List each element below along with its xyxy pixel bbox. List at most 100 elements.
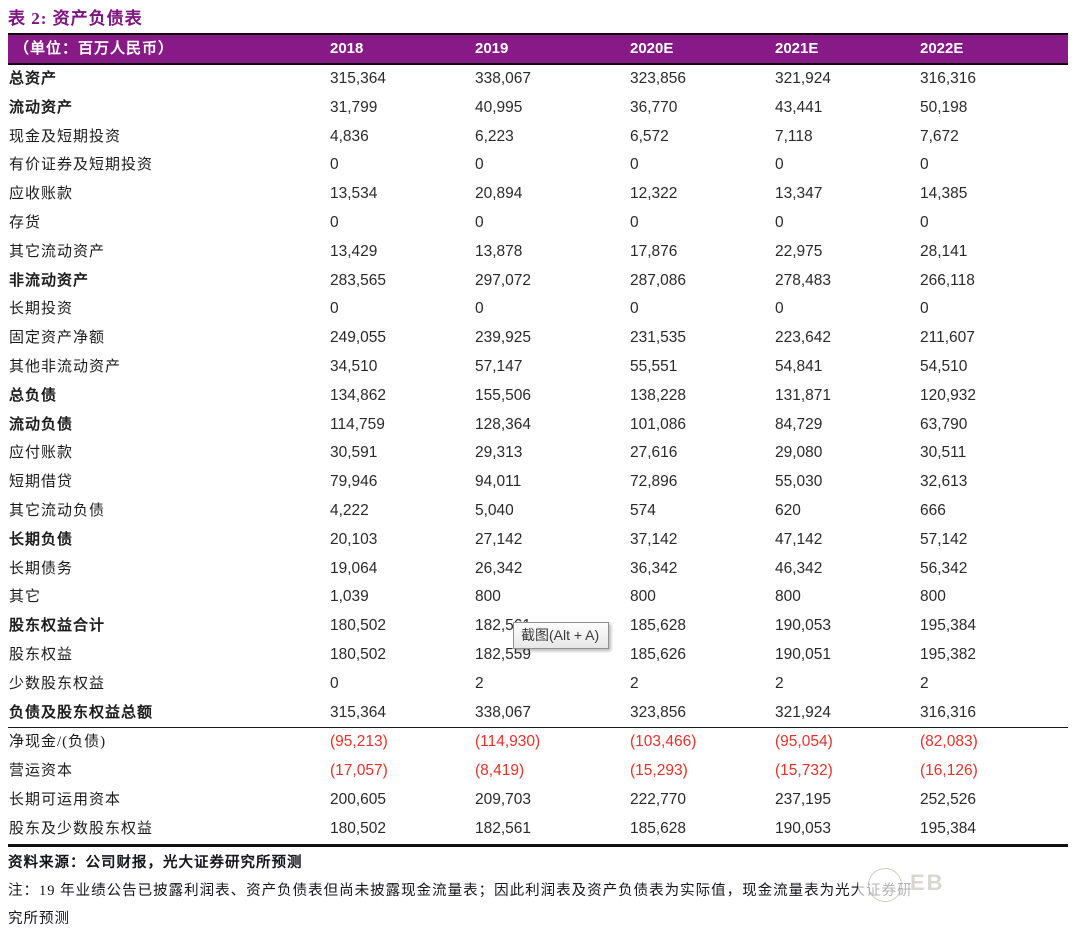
row-label: 其它 (9, 589, 42, 606)
value-cell: 131,871 (775, 386, 832, 404)
column-header-2019: 2019 (475, 40, 509, 57)
value-cell: 0 (920, 213, 929, 231)
value-cell: 180,502 (330, 617, 387, 635)
row-label: 流动资产 (9, 99, 74, 116)
row-label: 股东权益合计 (9, 618, 106, 635)
value-cell: 31,799 (330, 98, 378, 116)
value-cell: 55,030 (775, 473, 823, 491)
column-header-2020e: 2020E (630, 40, 674, 57)
value-cell: 0 (330, 213, 339, 231)
value-cell: 249,055 (330, 329, 387, 347)
table-row: 长期债务 19,064 26,342 36,342 46,342 56,342 (8, 555, 1068, 584)
value-cell: (8,419) (475, 762, 525, 780)
value-cell: 297,072 (475, 271, 532, 289)
value-cell: 190,051 (775, 645, 832, 663)
value-cell: 195,384 (920, 617, 977, 635)
value-cell: 2 (775, 674, 784, 692)
value-cell: 19,064 (330, 559, 378, 577)
row-label: 股东及少数股东权益 (9, 820, 154, 837)
unit-label: （单位：百万人民币） (14, 41, 175, 57)
value-cell: 0 (475, 213, 484, 231)
screenshot-tooltip[interactable]: 截图(Alt + A) (513, 622, 610, 649)
value-cell: 0 (920, 156, 929, 174)
table-row: 现金及短期投资 4,836 6,223 6,572 7,118 7,672 (8, 123, 1068, 152)
value-cell: 30,591 (330, 444, 378, 462)
value-cell: 0 (775, 300, 784, 318)
table-row: 固定资产净额 249,055 239,925 231,535 223,642 2… (8, 324, 1068, 353)
value-cell: 190,053 (775, 617, 832, 635)
value-cell: 54,510 (920, 357, 968, 375)
row-label: 营运资本 (9, 763, 74, 780)
value-cell: 800 (920, 588, 946, 606)
value-cell: 13,534 (330, 185, 378, 203)
value-cell: (82,083) (920, 733, 978, 751)
value-cell: 239,925 (475, 329, 532, 347)
value-cell: 574 (630, 501, 656, 519)
table-row: 总负债 134,862 155,506 138,228 131,871 120,… (8, 382, 1068, 411)
value-cell: 338,067 (475, 70, 532, 87)
table-row: 股东及少数股东权益 180,502 182,561 185,628 190,05… (8, 815, 1068, 847)
value-cell: 185,628 (630, 819, 687, 837)
row-label: 长期负债 (9, 531, 74, 548)
table-body: 总资产 315,364 338,067 323,856 321,924 316,… (8, 65, 1068, 847)
balance-sheet-table: （单位：百万人民币） 2018 2019 2020E 2021E 2022E 总… (8, 33, 1068, 847)
table-row: 少数股东权益 0 2 2 2 2 (8, 670, 1068, 699)
row-label: 负债及股东权益总额 (9, 704, 154, 721)
value-cell: 114,759 (330, 415, 385, 433)
row-label: 有价证券及短期投资 (9, 157, 154, 174)
row-label: 短期借贷 (9, 474, 74, 491)
row-label: 应收账款 (9, 186, 74, 203)
table-row: 其它流动资产 13,429 13,878 17,876 22,975 28,14… (8, 238, 1068, 267)
value-cell: 321,924 (775, 70, 832, 87)
column-header-2021e: 2021E (775, 40, 819, 57)
value-cell: 120,932 (920, 386, 977, 404)
row-label: 股东权益 (9, 646, 74, 663)
value-cell: (15,293) (630, 762, 688, 780)
value-cell: 2 (920, 674, 929, 692)
value-cell: 55,551 (630, 357, 678, 375)
value-cell: 316,316 (920, 703, 977, 721)
value-cell: 32,613 (920, 473, 968, 491)
value-cell: 43,441 (775, 98, 823, 116)
value-cell: 20,103 (330, 530, 378, 548)
value-cell: 200,605 (330, 790, 387, 808)
value-cell: 27,616 (630, 444, 678, 462)
row-label: 存货 (9, 214, 42, 231)
value-cell: 6,572 (630, 127, 669, 145)
value-cell: 7,672 (920, 127, 959, 145)
row-label: 总资产 (9, 71, 58, 87)
value-cell: 0 (920, 300, 929, 318)
value-cell: 6,223 (475, 127, 514, 145)
table-row: 有价证券及短期投资 0 0 0 0 0 (8, 151, 1068, 180)
note-line-2: 究所预测 (8, 910, 70, 927)
table-row: 营运资本 (17,057) (8,419) (15,293) (15,732) … (8, 757, 1068, 786)
value-cell: 321,924 (775, 703, 832, 721)
value-cell: (95,213) (330, 733, 388, 751)
value-cell: 338,067 (475, 703, 532, 721)
value-cell: 7,118 (775, 127, 813, 145)
value-cell: 47,142 (775, 530, 823, 548)
row-label: 其它流动负债 (9, 502, 106, 519)
table-row: 负债及股东权益总额 315,364 338,067 323,856 321,92… (8, 699, 1068, 729)
table-row: 净现金/(负债) (95,213) (114,930) (103,466) (9… (8, 728, 1068, 757)
value-cell: 0 (475, 156, 484, 174)
value-cell: 0 (330, 300, 339, 318)
value-cell: 4,222 (330, 501, 369, 519)
value-cell: 84,729 (775, 415, 823, 433)
table-row: 长期可运用资本 200,605 209,703 222,770 237,195 … (8, 786, 1068, 815)
value-cell: 36,770 (630, 98, 678, 116)
value-cell: 22,975 (775, 242, 823, 260)
value-cell: 2 (475, 674, 484, 692)
source-line: 资料来源：公司财报，光大证券研究所预测 (8, 854, 303, 871)
value-cell: 278,483 (775, 271, 832, 289)
value-cell: 266,118 (920, 271, 975, 289)
note-line-1: 注：19 年业绩公告已披露利润表、资产负债表但尚未披露现金流量表；因此利润表及资… (8, 882, 913, 899)
value-cell: 315,364 (330, 70, 387, 87)
value-cell: 0 (630, 213, 639, 231)
table-row: 非流动资产 283,565 297,072 287,086 278,483 26… (8, 267, 1068, 296)
row-label: 非流动资产 (9, 272, 90, 289)
table-row: 其他非流动资产 34,510 57,147 55,551 54,841 54,5… (8, 353, 1068, 382)
value-cell: 56,342 (920, 559, 968, 577)
value-cell: 185,628 (630, 617, 687, 635)
row-label: 其它流动资产 (9, 243, 106, 260)
